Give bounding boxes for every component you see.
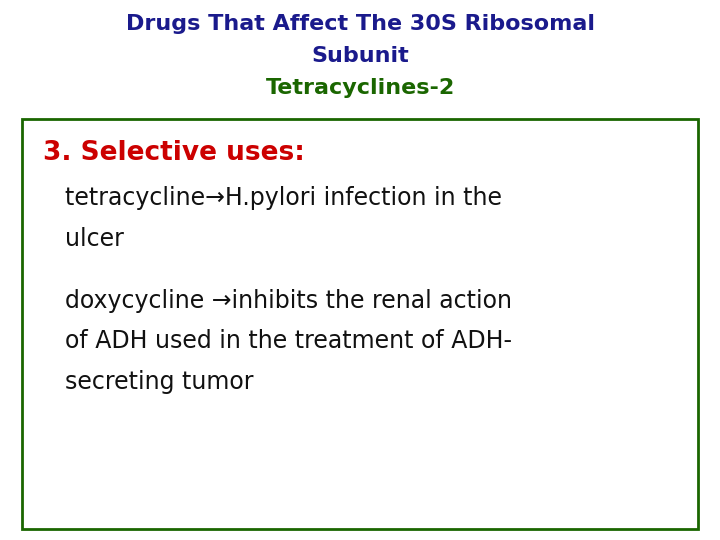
Text: Tetracyclines-2: Tetracyclines-2 [266, 78, 454, 98]
Text: Subunit: Subunit [311, 46, 409, 66]
FancyBboxPatch shape [22, 119, 698, 529]
Text: Drugs That Affect The 30S Ribosomal: Drugs That Affect The 30S Ribosomal [125, 14, 595, 33]
Text: secreting tumor: secreting tumor [65, 370, 253, 394]
Text: 3. Selective uses:: 3. Selective uses: [43, 140, 305, 166]
Text: ulcer: ulcer [65, 227, 124, 251]
Text: of ADH used in the treatment of ADH-: of ADH used in the treatment of ADH- [65, 329, 512, 353]
Text: doxycycline →inhibits the renal action: doxycycline →inhibits the renal action [65, 289, 512, 313]
Text: tetracycline→H.pylori infection in the: tetracycline→H.pylori infection in the [65, 186, 502, 210]
